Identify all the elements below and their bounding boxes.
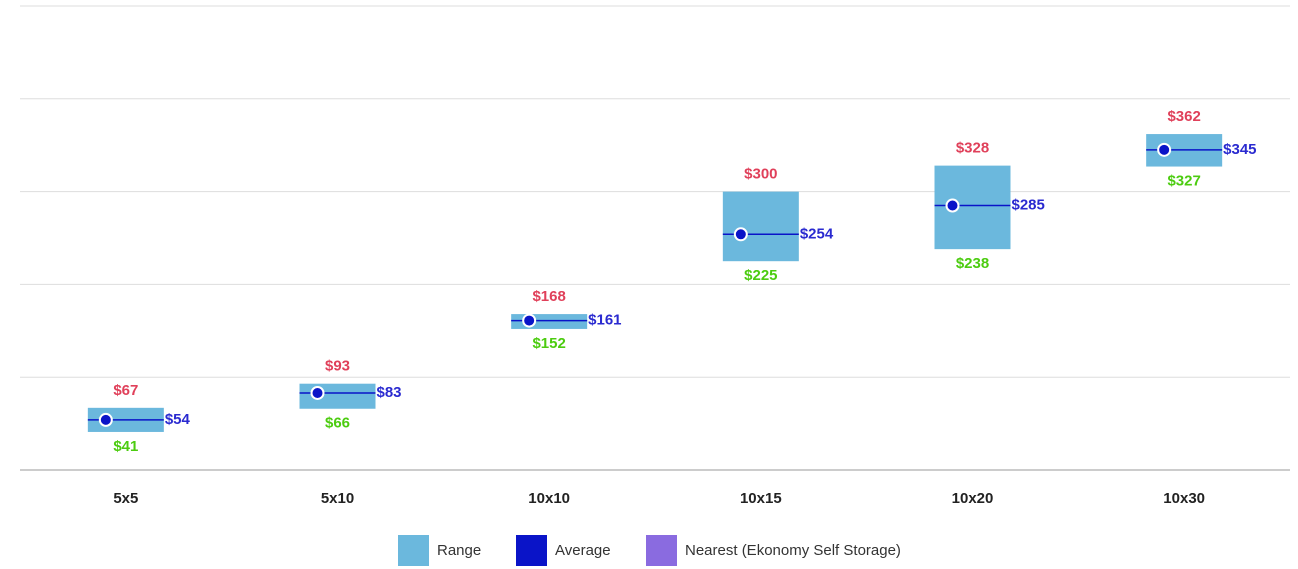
average-label: $254: [800, 225, 834, 242]
average-dot: [522, 313, 537, 328]
x-tick-label: 10x10: [528, 490, 570, 507]
x-tick-label: 5x10: [321, 490, 354, 507]
low-label: $41: [113, 438, 138, 455]
high-label: $362: [1167, 108, 1200, 125]
high-label: $328: [956, 140, 989, 157]
average-dot: [1157, 142, 1172, 157]
high-label: $300: [744, 166, 777, 183]
low-label: $66: [325, 415, 350, 432]
average-label: $161: [588, 312, 621, 329]
average-label: $83: [377, 384, 402, 401]
average-label: $345: [1223, 141, 1256, 158]
average-label: $54: [165, 411, 191, 428]
x-tick-label: 5x5: [113, 490, 138, 507]
average-dot: [98, 412, 113, 427]
x-tick-label: 10x15: [740, 490, 782, 507]
average-dot: [733, 227, 748, 242]
range-box: [299, 383, 376, 409]
legend-label: Average: [555, 542, 611, 559]
average-dot: [310, 385, 325, 400]
low-label: $238: [956, 255, 989, 272]
legend-swatch: [646, 535, 677, 566]
low-label: $152: [532, 335, 565, 352]
low-label: $327: [1167, 173, 1200, 190]
x-tick-label: 10x30: [1163, 490, 1205, 507]
legend-label: Nearest (Ekonomy Self Storage): [685, 542, 901, 559]
average-dot: [945, 198, 960, 213]
high-label: $168: [532, 288, 565, 305]
average-label: $285: [1012, 196, 1045, 213]
x-tick-label: 10x20: [952, 490, 994, 507]
legend-swatch: [516, 535, 547, 566]
legend-swatch: [398, 535, 429, 566]
legend-label: Range: [437, 542, 481, 559]
high-label: $67: [113, 382, 138, 399]
high-label: $93: [325, 358, 350, 375]
range-box: [722, 191, 799, 262]
low-label: $225: [744, 267, 777, 284]
